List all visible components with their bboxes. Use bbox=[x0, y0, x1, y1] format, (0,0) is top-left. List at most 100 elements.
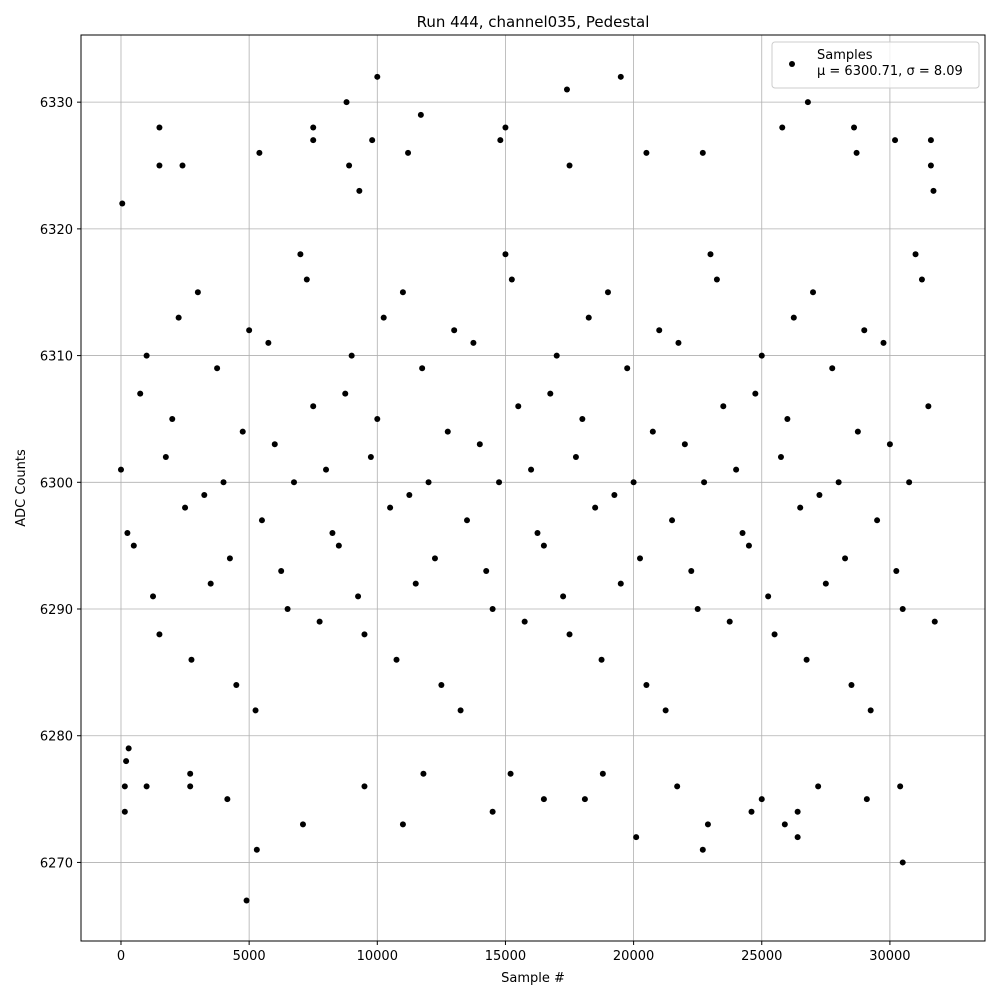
y-tick-label: 6270 bbox=[40, 856, 73, 871]
data-point bbox=[399, 821, 406, 828]
data-point bbox=[931, 618, 938, 625]
data-point bbox=[489, 808, 496, 815]
data-point bbox=[675, 339, 682, 346]
data-point bbox=[604, 289, 611, 296]
data-point bbox=[355, 593, 362, 600]
data-point bbox=[842, 555, 849, 562]
y-tick-label: 6310 bbox=[40, 350, 73, 365]
data-point bbox=[143, 352, 150, 359]
data-point bbox=[781, 821, 788, 828]
data-point bbox=[444, 428, 451, 435]
data-point bbox=[810, 289, 817, 296]
data-point bbox=[624, 365, 631, 372]
data-point bbox=[794, 834, 801, 841]
data-point bbox=[892, 137, 899, 144]
data-point bbox=[412, 580, 419, 587]
data-point bbox=[927, 162, 934, 169]
data-point bbox=[854, 428, 861, 435]
data-point bbox=[701, 479, 708, 486]
data-point bbox=[496, 479, 503, 486]
data-point bbox=[930, 187, 937, 194]
data-point bbox=[417, 111, 424, 118]
data-point bbox=[643, 682, 650, 689]
y-tick-label: 6300 bbox=[40, 476, 73, 491]
data-point bbox=[143, 783, 150, 790]
data-point bbox=[579, 415, 586, 422]
data-point bbox=[310, 403, 317, 410]
data-point bbox=[342, 390, 349, 397]
data-point bbox=[713, 276, 720, 283]
data-point bbox=[387, 504, 394, 511]
data-point bbox=[156, 631, 163, 638]
data-point bbox=[611, 491, 618, 498]
data-point bbox=[592, 504, 599, 511]
data-point bbox=[175, 314, 182, 321]
data-point bbox=[335, 542, 342, 549]
data-point bbox=[119, 200, 126, 207]
data-point bbox=[643, 149, 650, 156]
data-point bbox=[156, 162, 163, 169]
data-point bbox=[420, 770, 427, 777]
data-point bbox=[361, 783, 368, 790]
data-point bbox=[507, 770, 514, 777]
data-point bbox=[633, 834, 640, 841]
data-point bbox=[297, 251, 304, 258]
data-point bbox=[194, 289, 201, 296]
data-point bbox=[694, 606, 701, 613]
data-point bbox=[656, 327, 663, 334]
data-point bbox=[816, 491, 823, 498]
data-point bbox=[688, 567, 695, 574]
data-point bbox=[137, 390, 144, 397]
data-point bbox=[649, 428, 656, 435]
data-point bbox=[406, 491, 413, 498]
data-point bbox=[572, 453, 579, 460]
data-point bbox=[258, 517, 265, 524]
data-point bbox=[356, 187, 363, 194]
data-point bbox=[899, 859, 906, 866]
data-point bbox=[803, 656, 810, 663]
data-point bbox=[457, 707, 464, 714]
data-point bbox=[188, 656, 195, 663]
data-point bbox=[239, 428, 246, 435]
data-point bbox=[367, 453, 374, 460]
data-point bbox=[253, 846, 260, 853]
data-point bbox=[726, 618, 733, 625]
data-point bbox=[897, 783, 904, 790]
data-point bbox=[224, 796, 231, 803]
data-point bbox=[534, 529, 541, 536]
data-point bbox=[256, 149, 263, 156]
data-point bbox=[739, 529, 746, 536]
data-point bbox=[361, 631, 368, 638]
data-point bbox=[851, 124, 858, 131]
data-point bbox=[617, 73, 624, 80]
data-point bbox=[835, 479, 842, 486]
data-point bbox=[502, 124, 509, 131]
data-point bbox=[162, 453, 169, 460]
chart-title: Run 444, channel035, Pedestal bbox=[417, 13, 650, 31]
data-point bbox=[553, 352, 560, 359]
data-point bbox=[822, 580, 829, 587]
data-point bbox=[707, 251, 714, 258]
data-point bbox=[874, 517, 881, 524]
data-point bbox=[918, 276, 925, 283]
data-point bbox=[502, 251, 509, 258]
data-point bbox=[758, 796, 765, 803]
data-point bbox=[560, 593, 567, 600]
x-tick-label: 25000 bbox=[741, 949, 782, 964]
data-point bbox=[201, 491, 208, 498]
data-point bbox=[899, 606, 906, 613]
data-point bbox=[521, 618, 528, 625]
y-axis-label: ADC Counts bbox=[14, 449, 29, 527]
data-point bbox=[853, 149, 860, 156]
data-point bbox=[794, 808, 801, 815]
data-point bbox=[425, 479, 432, 486]
data-point bbox=[669, 517, 676, 524]
data-point bbox=[405, 149, 412, 156]
data-point bbox=[124, 529, 131, 536]
data-point bbox=[829, 365, 836, 372]
data-point bbox=[863, 796, 870, 803]
data-point bbox=[187, 770, 194, 777]
data-point bbox=[547, 390, 554, 397]
legend-box bbox=[771, 41, 980, 89]
data-point bbox=[271, 441, 278, 448]
